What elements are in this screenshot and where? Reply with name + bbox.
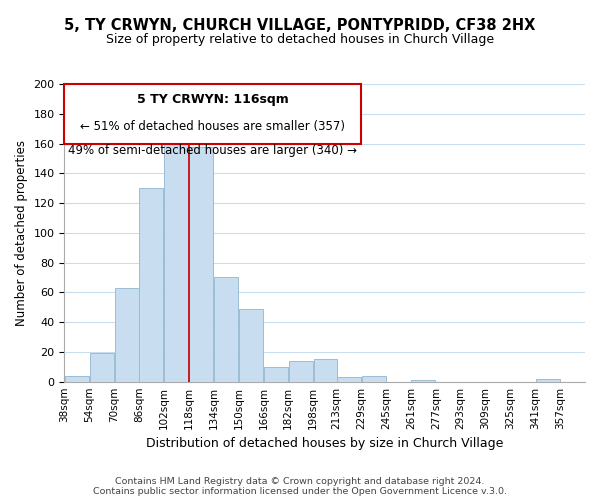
Bar [115,288,139,382]
Text: 49% of semi-detached houses are larger (340) →: 49% of semi-detached houses are larger (… [68,144,358,156]
Bar [412,380,436,382]
Bar [289,361,313,382]
Text: 5, TY CRWYN, CHURCH VILLAGE, PONTYPRIDD, CF38 2HX: 5, TY CRWYN, CHURCH VILLAGE, PONTYPRIDD,… [64,18,536,32]
Y-axis label: Number of detached properties: Number of detached properties [15,140,28,326]
Bar [314,360,337,382]
Text: Size of property relative to detached houses in Church Village: Size of property relative to detached ho… [106,32,494,46]
Bar [65,376,89,382]
Bar [64,84,361,144]
Bar [536,378,560,382]
Bar [362,376,386,382]
X-axis label: Distribution of detached houses by size in Church Village: Distribution of detached houses by size … [146,437,503,450]
Text: 5 TY CRWYN: 116sqm: 5 TY CRWYN: 116sqm [137,93,289,106]
Bar [164,133,188,382]
Bar [264,367,288,382]
Bar [90,354,113,382]
Bar [189,146,213,382]
Text: ← 51% of detached houses are smaller (357): ← 51% of detached houses are smaller (35… [80,120,346,132]
Bar [214,278,238,382]
Text: Contains HM Land Registry data © Crown copyright and database right 2024.: Contains HM Land Registry data © Crown c… [115,476,485,486]
Bar [337,377,361,382]
Bar [239,308,263,382]
Text: Contains public sector information licensed under the Open Government Licence v.: Contains public sector information licen… [93,486,507,496]
Bar [139,188,163,382]
